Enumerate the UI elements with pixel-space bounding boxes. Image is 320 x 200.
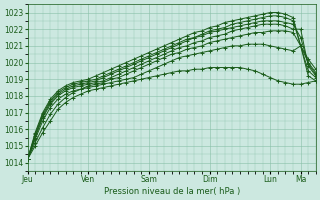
X-axis label: Pression niveau de la mer( hPa ): Pression niveau de la mer( hPa ): [104, 187, 240, 196]
